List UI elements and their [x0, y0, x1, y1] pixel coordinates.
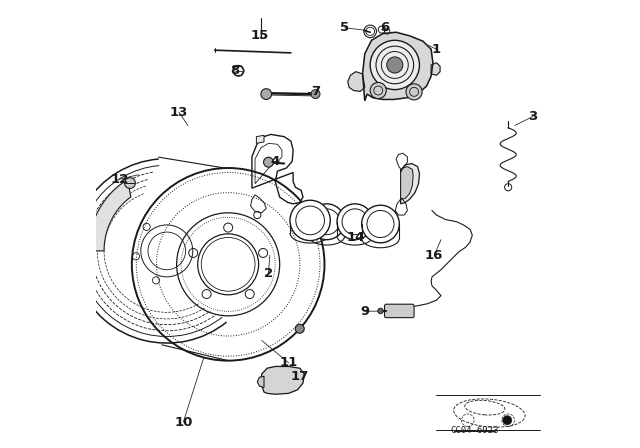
Text: CC04-6923: CC04-6923: [451, 426, 499, 435]
Polygon shape: [261, 366, 305, 394]
Text: 14: 14: [347, 231, 365, 244]
Circle shape: [362, 205, 399, 243]
Circle shape: [261, 89, 271, 99]
Text: 8: 8: [230, 64, 239, 78]
Circle shape: [290, 200, 330, 241]
Polygon shape: [401, 167, 413, 199]
Circle shape: [309, 204, 345, 240]
Text: 12: 12: [110, 172, 129, 186]
Circle shape: [406, 84, 422, 100]
Polygon shape: [431, 63, 440, 75]
Polygon shape: [257, 135, 264, 143]
Text: 6: 6: [380, 21, 390, 34]
Circle shape: [125, 178, 135, 189]
Circle shape: [370, 40, 419, 90]
Text: 16: 16: [425, 249, 444, 262]
Polygon shape: [348, 72, 365, 91]
Text: 11: 11: [280, 356, 298, 370]
Text: 13: 13: [170, 105, 188, 119]
Text: 1: 1: [432, 43, 441, 56]
FancyBboxPatch shape: [385, 304, 414, 318]
Text: 17: 17: [291, 370, 309, 383]
Circle shape: [387, 57, 403, 73]
Polygon shape: [401, 164, 419, 204]
Circle shape: [295, 324, 304, 333]
Circle shape: [378, 308, 383, 314]
Text: 7: 7: [311, 85, 320, 99]
Polygon shape: [257, 376, 264, 388]
Circle shape: [503, 416, 512, 425]
Text: 4: 4: [271, 155, 280, 168]
Circle shape: [264, 157, 273, 167]
Polygon shape: [362, 32, 433, 101]
Text: 3: 3: [528, 110, 538, 123]
Text: 10: 10: [174, 415, 193, 429]
Text: 15: 15: [250, 29, 269, 43]
Circle shape: [370, 82, 387, 99]
Text: 9: 9: [360, 305, 369, 318]
Text: 2: 2: [264, 267, 273, 280]
Circle shape: [337, 204, 373, 240]
Circle shape: [311, 90, 320, 99]
Text: 5: 5: [340, 21, 349, 34]
Polygon shape: [88, 180, 131, 251]
